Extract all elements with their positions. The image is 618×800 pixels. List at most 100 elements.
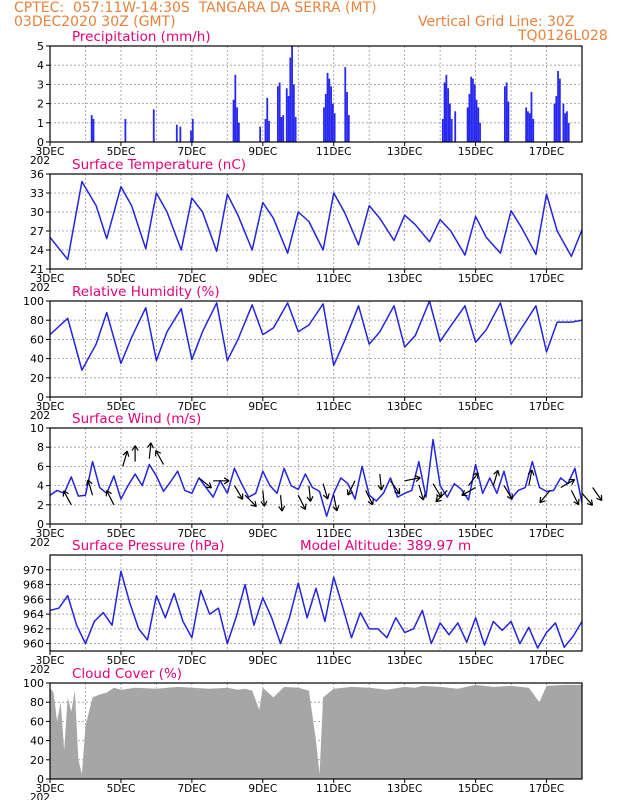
wind-arrow	[154, 449, 165, 465]
temp-frame	[49, 173, 583, 270]
precip-bar	[326, 72, 329, 142]
precip-bar	[447, 88, 450, 142]
wind-arrow	[233, 485, 244, 500]
wind-arrow	[278, 495, 286, 512]
temp-ytick-label: 24	[30, 244, 44, 257]
rh-xtick-label: 11DEC	[316, 401, 351, 413]
wind-arrow	[85, 479, 94, 496]
precip-bar	[259, 126, 262, 142]
wind-arrow	[131, 445, 139, 462]
pres-frame	[49, 554, 583, 652]
temp-year-label: 202	[30, 282, 50, 294]
precip-xtick-label: 17DEC	[529, 146, 564, 158]
temp-ytick-label: 30	[30, 206, 44, 219]
wind-xtick-label: 15DEC	[458, 528, 493, 540]
precip-bar	[557, 70, 559, 142]
precip-bar	[331, 103, 334, 142]
pres-xtick-label: 7DEC	[177, 655, 206, 667]
precip-bar	[237, 122, 240, 142]
wind-arrow	[539, 490, 551, 504]
precip-bar	[567, 122, 570, 142]
wind-xtick-label: 5DEC	[107, 528, 136, 540]
wind-arrow	[322, 483, 330, 500]
precip-bar	[450, 118, 453, 142]
precip-bar	[287, 95, 290, 142]
cloud-xtick-label: 11DEC	[316, 783, 351, 795]
precip-bar	[264, 118, 267, 142]
wind-ytick-label: 4	[37, 480, 44, 493]
cloud-ytick-label: 100	[23, 677, 44, 690]
precip-bar	[443, 82, 446, 142]
wind-arrow	[435, 489, 448, 503]
wind-arrow	[62, 490, 72, 506]
precip-bar	[92, 118, 95, 142]
cloud-xtick-label: 7DEC	[177, 783, 206, 795]
precip-bar	[285, 88, 288, 142]
wind-ytick-label: 8	[37, 441, 44, 454]
precip-bar	[616, 104, 618, 142]
precip-bar	[528, 113, 531, 142]
rh-frame	[49, 300, 583, 398]
wind-arrow	[389, 480, 401, 495]
rh-xtick-label: 13DEC	[387, 401, 422, 413]
temp-xtick-label: 5DEC	[107, 273, 136, 285]
precip-bar	[232, 99, 235, 142]
precip-bar	[445, 74, 448, 142]
pres-xtick-label: 15DEC	[458, 655, 493, 667]
wind-arrow	[377, 474, 385, 491]
pres-xtick-label: 11DEC	[316, 655, 351, 667]
wind-arrow	[260, 490, 268, 507]
precip-xtick-label: 5DEC	[107, 146, 136, 158]
precip-bar	[328, 78, 331, 142]
cloud-xtick-label: 13DEC	[387, 783, 422, 795]
pres-xtick-label: 17DEC	[529, 655, 564, 667]
wind-series-line	[50, 438, 582, 518]
rh-xtick-label: 17DEC	[529, 401, 564, 413]
precip-xtick-label: 15DEC	[458, 146, 493, 158]
precip-bar	[236, 107, 238, 142]
wind-arrow	[492, 469, 500, 486]
pres-series-line	[50, 570, 582, 649]
wind-ytick-label: 6	[37, 460, 44, 473]
rh-ytick-label: 100	[23, 295, 44, 308]
precip-xtick-label: 13DEC	[387, 146, 422, 158]
cloud-ytick-label: 60	[30, 715, 44, 728]
wind-arrow	[146, 442, 154, 459]
temp-ytick-label: 33	[30, 187, 44, 200]
wind-ytick-label: 0	[37, 518, 44, 531]
run-date: 03DEC2020 30Z (GMT)	[14, 14, 176, 30]
pres-xtick-label: 3DEC	[36, 655, 65, 667]
rh-xtick-label: 7DEC	[177, 401, 206, 413]
precip-ytick-label: 2	[37, 98, 44, 111]
precip-bar	[473, 84, 476, 142]
pres-ytick-label: 968	[23, 579, 44, 592]
precip-bar	[553, 103, 556, 142]
wind-year-label: 202	[30, 537, 50, 549]
cloud-title: Cloud Cover (%)	[72, 666, 182, 682]
location-title: CPTEC: 057:11W-14:30S TANGARA DA SERRA (…	[14, 0, 377, 16]
precip-xtick-label: 9DEC	[248, 146, 277, 158]
precip-bar	[525, 107, 528, 142]
precip-bar	[472, 78, 474, 142]
pres-ytick-label: 970	[23, 564, 44, 577]
wind-xtick-label: 13DEC	[387, 528, 422, 540]
precip-bar	[477, 107, 480, 142]
pres-title: Surface Pressure (hPa)	[72, 538, 225, 554]
wind-xtick-label: 11DEC	[316, 528, 351, 540]
rh-ytick-label: 80	[30, 314, 44, 327]
wind-arrow	[346, 480, 356, 496]
pres-xtick-label: 13DEC	[387, 655, 422, 667]
precip-bar	[280, 117, 283, 142]
temp-xtick-label: 7DEC	[177, 273, 206, 285]
precip-bar	[282, 115, 285, 142]
rh-xtick-label: 15DEC	[458, 401, 493, 413]
wind-arrow	[122, 450, 130, 467]
rh-xtick-label: 3DEC	[36, 401, 65, 413]
pres-extra-label: Model Altitude: 389.97 m	[300, 538, 471, 554]
precip-bar	[503, 86, 506, 142]
precip-bar	[441, 118, 444, 142]
wind-arrow	[306, 485, 314, 502]
cloud-xtick-label: 9DEC	[248, 783, 277, 795]
precip-bar	[175, 124, 178, 142]
pres-xtick-label: 9DEC	[248, 655, 277, 667]
